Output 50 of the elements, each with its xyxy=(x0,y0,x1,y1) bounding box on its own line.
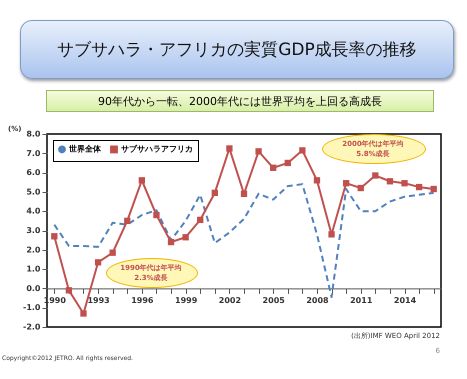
point xyxy=(226,145,233,152)
point xyxy=(358,184,364,192)
y-tick-label: 5.0 xyxy=(26,187,41,196)
x-tick-label: 2005 xyxy=(262,296,286,305)
chart-title: サブサハラ・アフリカの実質GDP成長率の推移 xyxy=(20,20,454,79)
point xyxy=(138,177,146,184)
point xyxy=(372,172,378,179)
x-tick-label: 1996 xyxy=(131,296,154,305)
y-tick-label: 2.0 xyxy=(26,245,41,254)
point xyxy=(416,184,422,190)
x-tick-label: 1999 xyxy=(174,296,198,305)
x-tick-label: 2011 xyxy=(350,296,373,305)
point xyxy=(328,231,335,238)
point xyxy=(197,216,204,224)
point xyxy=(299,147,306,154)
point xyxy=(342,180,350,186)
point xyxy=(314,177,320,184)
x-tick-label: 2002 xyxy=(218,296,242,305)
y-tick-label: -1.0 xyxy=(23,303,41,312)
y-tick-label: 8.0 xyxy=(26,130,41,138)
y-tick-label: 7.0 xyxy=(26,148,41,158)
point xyxy=(240,190,248,197)
y-tick-label: 3.0 xyxy=(26,226,41,235)
point xyxy=(270,164,276,171)
point xyxy=(182,234,189,240)
y-tick-label: -2.0 xyxy=(23,322,41,332)
x-tick-label: 2008 xyxy=(306,296,330,305)
point xyxy=(386,178,394,184)
point xyxy=(110,250,116,256)
x-tick-label: 2014 xyxy=(394,296,417,305)
legend-label: 世界全体 xyxy=(68,144,102,154)
y-tick-label: 4.0 xyxy=(26,206,41,216)
legend-label: サブサハラアフリカ xyxy=(121,144,193,154)
chart-subtitle: 90年代から一転、2000年代には世界平均を上回る高成長 xyxy=(46,90,434,112)
point xyxy=(212,190,218,196)
point xyxy=(80,310,87,317)
point xyxy=(284,160,291,166)
point xyxy=(153,212,160,218)
point xyxy=(255,148,262,155)
point xyxy=(401,180,408,186)
point xyxy=(66,287,72,294)
x-tick-label: 1993 xyxy=(87,296,110,305)
y-tick-label: 6.0 xyxy=(26,168,41,178)
point xyxy=(430,186,437,192)
y-tick-label: 1.0 xyxy=(26,264,41,274)
point xyxy=(51,233,58,240)
point xyxy=(124,218,130,224)
y-tick-label: 0.0 xyxy=(26,284,41,293)
point xyxy=(168,238,174,246)
point xyxy=(94,259,102,266)
